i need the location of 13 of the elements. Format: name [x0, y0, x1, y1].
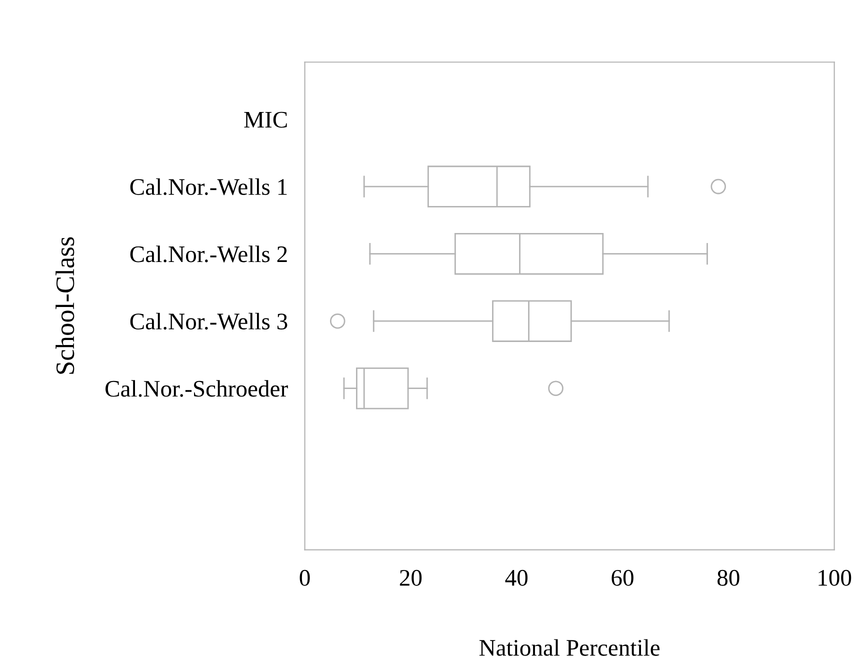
x-tick-label: 20 [400, 570, 422, 586]
y-tick-label: Cal.Nor.-Wells 3 [130, 312, 288, 330]
x-axis-title: National Percentile [479, 639, 660, 656]
x-tick-label: 60 [612, 570, 634, 586]
y-tick-label: Cal.Nor.-Wells 1 [130, 178, 287, 196]
y-tick-label: MIC [244, 112, 287, 128]
y-tick-label: Cal.Nor.-Wells 2 [130, 246, 287, 262]
y-tick-label: Cal.Nor.-Schroeder [106, 380, 288, 397]
x-tick-label: 0 [300, 570, 310, 586]
y-axis-title: School-Class [56, 237, 74, 374]
x-tick-label: 40 [505, 570, 528, 586]
x-tick-label: 100 [818, 570, 852, 586]
x-tick-label: 80 [718, 570, 740, 586]
